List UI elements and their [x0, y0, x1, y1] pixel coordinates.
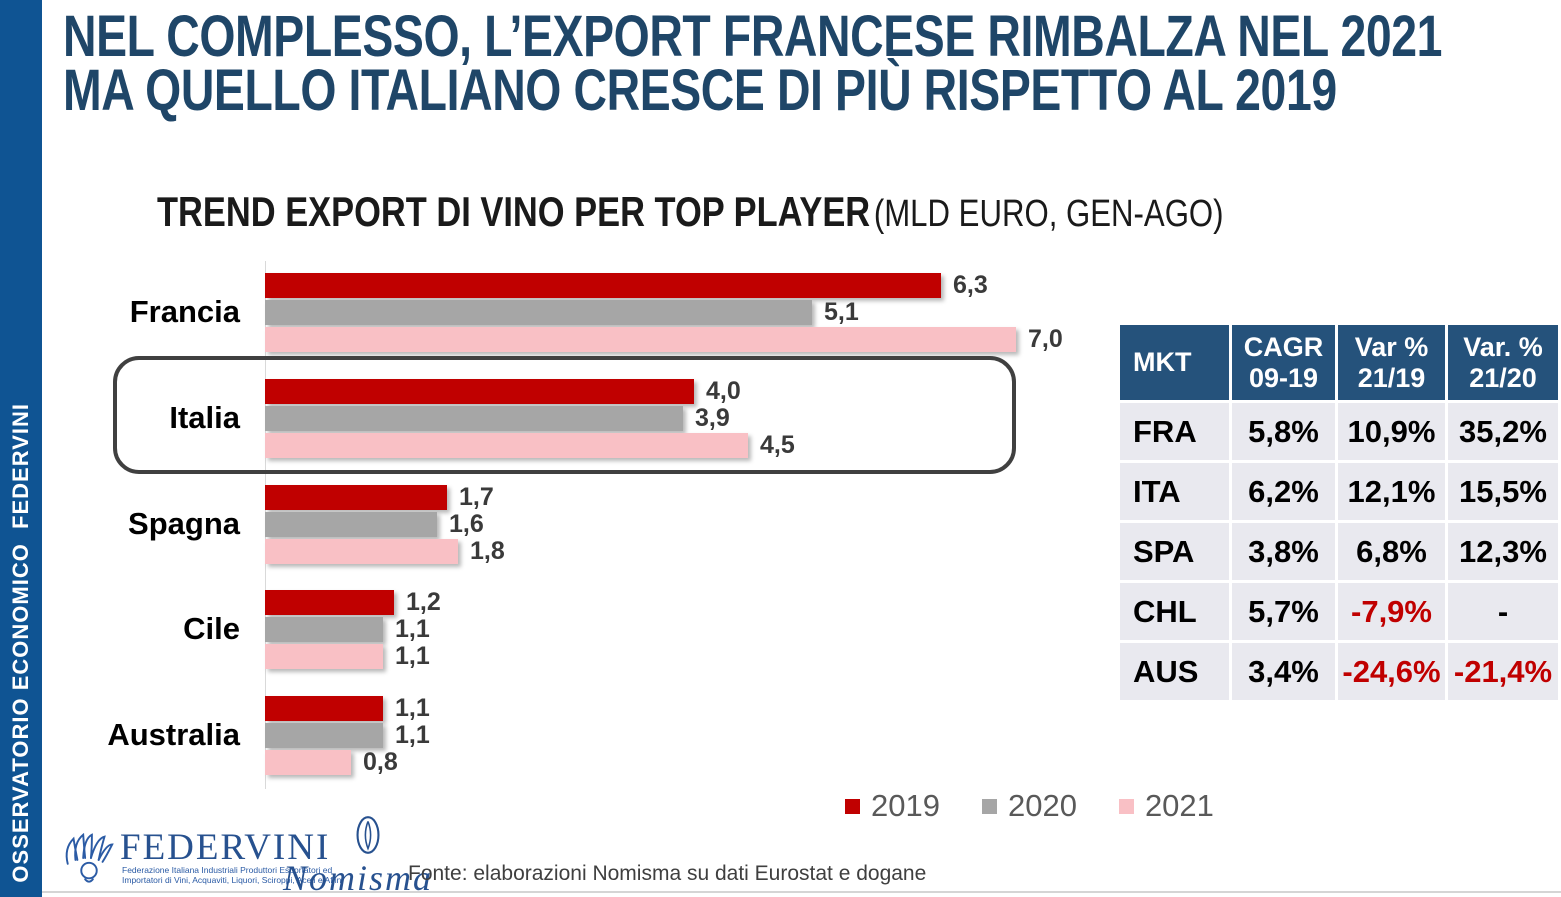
table-cell-aus-3: -21,4% [1448, 643, 1558, 700]
bar-francia-2021 [265, 327, 1016, 352]
footer-divider [42, 891, 1561, 893]
bar-value-francia-2019: 6,3 [953, 271, 988, 299]
table-cell-spa-3: 12,3% [1448, 523, 1558, 580]
country-label-spagna: Spagna [128, 505, 240, 541]
table-cell-fra-3: 35,2% [1448, 403, 1558, 460]
country-label-francia: Francia [129, 293, 240, 329]
nomisma-logo: Nomisma [283, 812, 434, 897]
sidebar-vertical-text: OSSERVATORIO ECONOMICO FEDERVINI [8, 403, 33, 883]
legend-label-2021: 2021 [1144, 788, 1214, 823]
federvini-text-block: FEDERVINI Federazione Italiana Industria… [120, 827, 344, 885]
table-cell-ita-1: 6,2% [1232, 463, 1335, 520]
table-header-3: Var. % 21/20 [1448, 325, 1558, 400]
bar-italia-2020 [265, 406, 683, 431]
table-cell-chl-0: CHL [1120, 583, 1229, 640]
bar-italia-2021 [265, 433, 748, 458]
table-cell-aus-2: -24,6% [1338, 643, 1445, 700]
table-header-1: CAGR 09-19 [1232, 325, 1335, 400]
bar-australia-2021 [265, 750, 351, 775]
bar-australia-2020 [265, 723, 383, 748]
bar-value-australia-2019: 1,1 [395, 694, 430, 722]
bar-spagna-2021 [265, 539, 458, 564]
bar-francia-2020 [265, 300, 812, 325]
table-header-0: MKT [1120, 325, 1229, 400]
federvini-logo: FEDERVINI Federazione Italiana Industria… [60, 827, 344, 886]
bar-francia-2019 [265, 273, 941, 298]
page-title: NEL COMPLESSO, L’EXPORT FRANCESE RIMBALZ… [63, 4, 1471, 123]
bar-cile-2021 [265, 644, 383, 669]
bar-cile-2019 [265, 590, 394, 615]
chart-title-main: TREND EXPORT DI VINO PER TOP PLAYER [157, 188, 871, 235]
table-cell-spa-1: 3,8% [1232, 523, 1335, 580]
chart-legend: 2019 2020 2021 [845, 788, 1214, 824]
bar-australia-2019 [265, 696, 383, 721]
market-table: MKT CAGR 09-19 Var % 21/19 Var. % 21/20 FRA 5… [1120, 325, 1558, 700]
table-cell-fra-1: 5,8% [1232, 403, 1335, 460]
bar-value-cile-2021: 1,1 [395, 642, 430, 670]
page-title-line1: NEL COMPLESSO, L’EXPORT FRANCESE RIMBALZ… [63, 4, 1443, 69]
bar-italia-2019 [265, 379, 694, 404]
legend-swatch-2019 [845, 798, 860, 814]
table-cell-fra-2: 10,9% [1338, 403, 1445, 460]
table-cell-spa-2: 6,8% [1338, 523, 1445, 580]
legend-swatch-2020 [981, 798, 997, 814]
country-label-cile: Cile [183, 610, 240, 646]
legend-label-2019: 2019 [871, 788, 940, 823]
bar-value-spagna-2019: 1,7 [459, 483, 494, 511]
table-cell-chl-1: 5,7% [1232, 583, 1335, 640]
bar-value-australia-2021: 0,8 [363, 748, 398, 776]
table-cell-chl-2: -7,9% [1338, 583, 1445, 640]
bar-value-francia-2021: 7,0 [1028, 325, 1063, 353]
bar-value-italia-2019: 4,0 [706, 377, 741, 405]
table-cell-ita-2: 12,1% [1338, 463, 1445, 520]
table-cell-fra-0: FRA [1120, 403, 1229, 460]
country-label-australia: Australia [107, 716, 240, 752]
source-note: Fonte: elaborazioni Nomisma su dati Euro… [408, 862, 927, 885]
bar-value-cile-2020: 1,1 [395, 615, 430, 643]
bar-value-francia-2020: 5,1 [824, 298, 859, 326]
table-cell-ita-3: 15,5% [1448, 463, 1558, 520]
federvini-subtext-line1: Federazione Italiana Industriali Produtt… [122, 865, 333, 875]
table-cell-aus-0: AUS [1120, 643, 1229, 700]
bar-spagna-2019 [265, 485, 447, 510]
bar-value-australia-2020: 1,1 [395, 721, 430, 749]
bar-spagna-2020 [265, 512, 437, 537]
sidebar-band: OSSERVATORIO ECONOMICO FEDERVINI [0, 0, 42, 897]
legend-swatch-2021 [1118, 798, 1134, 814]
nomisma-emblem-icon [356, 816, 380, 854]
federvini-eagle-icon [65, 832, 114, 883]
bar-value-italia-2020: 3,9 [695, 404, 730, 432]
table-cell-aus-1: 3,4% [1232, 643, 1335, 700]
page-title-line2: MA QUELLO ITALIANO CRESCE DI PIÙ RISPETT… [63, 58, 1337, 123]
bar-value-spagna-2021: 1,8 [470, 537, 505, 565]
table-cell-ita-0: ITA [1120, 463, 1229, 520]
country-label-italia: Italia [169, 399, 240, 435]
table-header-2: Var % 21/19 [1338, 325, 1445, 400]
bar-cile-2020 [265, 617, 383, 642]
table-cell-chl-3: - [1448, 583, 1558, 640]
federvini-subtext-line2: Importatori di Vini, Acquaviti, Liquori,… [122, 874, 344, 885]
chart-title: TREND EXPORT DI VINO PER TOP PLAYER (MLD… [157, 188, 1387, 236]
table-cell-spa-0: SPA [1120, 523, 1229, 580]
legend-item-2019: 2019 [845, 788, 940, 824]
legend-item-2020: 2020 [981, 788, 1077, 824]
bar-value-italia-2021: 4,5 [760, 431, 795, 459]
bar-value-spagna-2020: 1,6 [449, 510, 484, 538]
legend-label-2020: 2020 [1007, 788, 1077, 823]
nomisma-wordmark: Nomisma [283, 858, 434, 897]
legend-item-2021: 2021 [1118, 788, 1214, 824]
chart-title-subtitle: (MLD EURO, GEN-AGO) [873, 193, 1224, 235]
bar-value-cile-2019: 1,2 [406, 588, 441, 616]
federvini-wordmark: FEDERVINI [120, 827, 331, 868]
italia-highlight-box [113, 356, 1016, 474]
